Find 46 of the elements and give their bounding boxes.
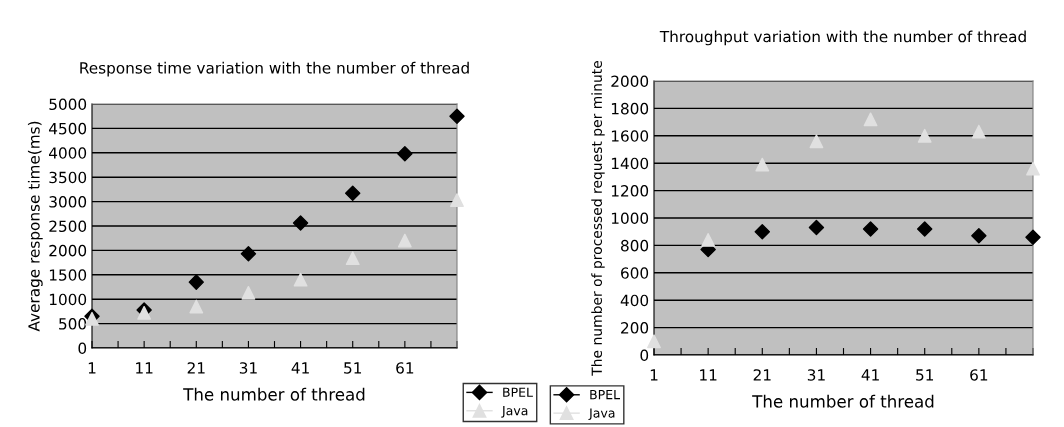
y-tick-label: 1600: [611, 130, 649, 142]
y-tick-label: 200: [621, 322, 649, 334]
x-tick-label: 51: [344, 362, 362, 374]
y-tick-label: 500: [59, 318, 87, 330]
x-tick-label: 1: [650, 369, 658, 381]
chart-title: Throughput variation with the number of thread: [659, 30, 1026, 46]
x-tick-label: 51: [916, 369, 934, 381]
y-tick-label: 2000: [49, 244, 87, 257]
y-tick-label: 1200: [611, 185, 649, 197]
y-tick-label: 1800: [611, 102, 649, 115]
y-tick-label: 3500: [49, 171, 87, 184]
legend-label: Java: [588, 408, 615, 421]
y-tick-label: 2500: [49, 220, 87, 233]
y-tick-label: 2000: [611, 75, 649, 88]
x-tick-label: 41: [861, 369, 879, 381]
x-tick-label: 41: [291, 362, 309, 374]
y-tick-label: 0: [78, 342, 87, 355]
legend-label: Java: [501, 406, 528, 418]
x-tick-label: 1: [88, 362, 96, 374]
x-tick-label: 11: [700, 369, 717, 381]
y-tick-label: 1000: [611, 212, 649, 225]
x-tick-label: 61: [970, 369, 988, 381]
x-axis-title: The number of thread: [183, 387, 365, 401]
legend-label: BPEL: [590, 390, 620, 400]
x-tick-label: 21: [187, 362, 205, 374]
x-tick-label: 31: [239, 362, 257, 374]
x-tick-label: 31: [807, 369, 825, 381]
y-tick-label: 1400: [611, 157, 649, 170]
x-tick-label: 61: [396, 362, 414, 374]
x-axis-title: The number of thread: [752, 394, 934, 408]
x-tick-label: 11: [136, 362, 153, 374]
y-axis-title: The number of processed request per minute: [591, 61, 605, 376]
y-tick-label: 4000: [49, 147, 87, 159]
y-tick-label: 5000: [49, 98, 87, 111]
y-tick-label: 3000: [49, 196, 87, 208]
legend-label: BPEL: [503, 387, 533, 397]
y-tick-label: 1500: [49, 269, 87, 281]
y-tick-label: 400: [620, 294, 649, 307]
y-tick-label: 0: [640, 349, 649, 362]
y-tick-label: 600: [621, 267, 649, 279]
y-tick-label: 800: [621, 239, 649, 252]
y-tick-label: 1000: [49, 293, 87, 306]
x-tick-label: 21: [753, 369, 771, 381]
y-axis-title: Average response time(ms): [27, 121, 43, 332]
chart-title: Response time variation with the number of thread: [80, 61, 469, 77]
y-tick-label: 4500: [49, 122, 87, 135]
